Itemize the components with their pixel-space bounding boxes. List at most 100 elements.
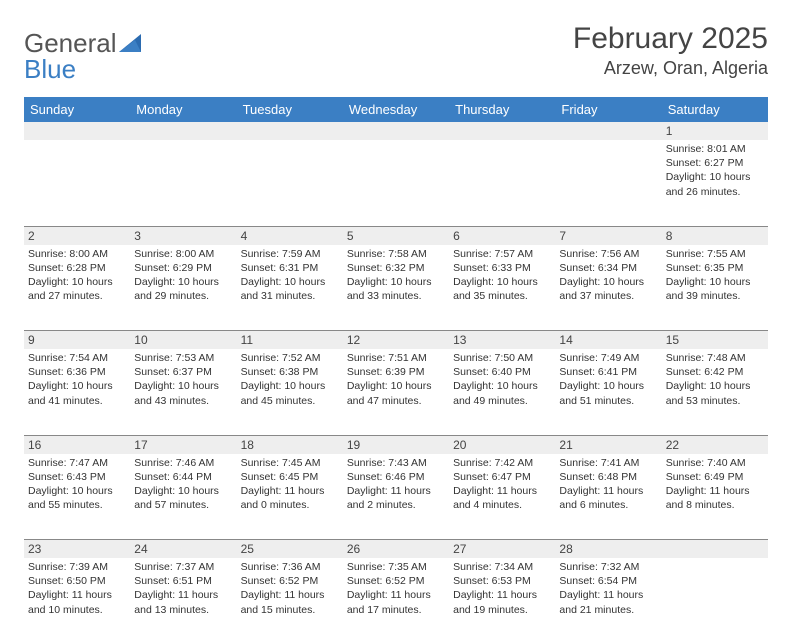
daylight-text-2: and 53 minutes.	[666, 394, 764, 408]
sunrise-text: Sunrise: 7:37 AM	[134, 560, 232, 574]
sunrise-text: Sunrise: 7:57 AM	[453, 247, 551, 261]
sunset-text: Sunset: 6:45 PM	[241, 470, 339, 484]
daylight-text-2: and 17 minutes.	[347, 603, 445, 617]
day-number-cell: 28	[555, 540, 661, 559]
logo-line2: Blue	[24, 54, 76, 85]
daylight-text-2: and 29 minutes.	[134, 289, 232, 303]
sunset-text: Sunset: 6:35 PM	[666, 261, 764, 275]
daylight-text-1: Daylight: 11 hours	[453, 588, 551, 602]
day-number-cell: 5	[343, 226, 449, 245]
sunrise-text: Sunrise: 7:58 AM	[347, 247, 445, 261]
day-number-cell: 20	[449, 435, 555, 454]
daylight-text-2: and 37 minutes.	[559, 289, 657, 303]
day-cell: Sunrise: 8:01 AMSunset: 6:27 PMDaylight:…	[662, 140, 768, 226]
sunrise-text: Sunrise: 7:32 AM	[559, 560, 657, 574]
sunset-text: Sunset: 6:48 PM	[559, 470, 657, 484]
daylight-text-1: Daylight: 10 hours	[134, 484, 232, 498]
sunrise-text: Sunrise: 7:40 AM	[666, 456, 764, 470]
sunset-text: Sunset: 6:44 PM	[134, 470, 232, 484]
sunrise-text: Sunrise: 8:01 AM	[666, 142, 764, 156]
daylight-text-2: and 57 minutes.	[134, 498, 232, 512]
sunset-text: Sunset: 6:42 PM	[666, 365, 764, 379]
header: General February 2025 Arzew, Oran, Alger…	[24, 22, 768, 79]
daylight-text-2: and 8 minutes.	[666, 498, 764, 512]
sunset-text: Sunset: 6:31 PM	[241, 261, 339, 275]
daylight-text-1: Daylight: 10 hours	[134, 275, 232, 289]
daylight-text-1: Daylight: 11 hours	[559, 588, 657, 602]
day-content-row: Sunrise: 7:54 AMSunset: 6:36 PMDaylight:…	[24, 349, 768, 435]
daylight-text-2: and 33 minutes.	[347, 289, 445, 303]
day-cell: Sunrise: 7:47 AMSunset: 6:43 PMDaylight:…	[24, 454, 130, 540]
sunrise-text: Sunrise: 7:41 AM	[559, 456, 657, 470]
daylight-text-1: Daylight: 11 hours	[347, 484, 445, 498]
daylight-text-1: Daylight: 11 hours	[559, 484, 657, 498]
sunset-text: Sunset: 6:51 PM	[134, 574, 232, 588]
day-number-cell: 18	[237, 435, 343, 454]
daylight-text-2: and 19 minutes.	[453, 603, 551, 617]
sunset-text: Sunset: 6:29 PM	[134, 261, 232, 275]
sunrise-text: Sunrise: 7:52 AM	[241, 351, 339, 365]
day-cell: Sunrise: 7:36 AMSunset: 6:52 PMDaylight:…	[237, 558, 343, 644]
daylight-text-2: and 41 minutes.	[28, 394, 126, 408]
sunrise-text: Sunrise: 7:43 AM	[347, 456, 445, 470]
weekday-header: Wednesday	[343, 97, 449, 122]
day-number-cell	[343, 122, 449, 140]
weekday-header: Thursday	[449, 97, 555, 122]
daylight-text-1: Daylight: 10 hours	[28, 379, 126, 393]
sunrise-text: Sunrise: 7:39 AM	[28, 560, 126, 574]
day-number-cell: 25	[237, 540, 343, 559]
day-cell	[237, 140, 343, 226]
day-number-cell: 26	[343, 540, 449, 559]
daylight-text-2: and 39 minutes.	[666, 289, 764, 303]
day-number-cell: 9	[24, 331, 130, 350]
day-cell	[24, 140, 130, 226]
daylight-text-1: Daylight: 11 hours	[241, 588, 339, 602]
day-cell: Sunrise: 7:59 AMSunset: 6:31 PMDaylight:…	[237, 245, 343, 331]
weekday-header: Saturday	[662, 97, 768, 122]
day-number-cell	[555, 122, 661, 140]
day-number-row: 1	[24, 122, 768, 140]
sunset-text: Sunset: 6:43 PM	[28, 470, 126, 484]
sunrise-text: Sunrise: 7:49 AM	[559, 351, 657, 365]
day-number-cell: 1	[662, 122, 768, 140]
sunrise-text: Sunrise: 7:55 AM	[666, 247, 764, 261]
sunrise-text: Sunrise: 7:35 AM	[347, 560, 445, 574]
daylight-text-1: Daylight: 10 hours	[241, 275, 339, 289]
daylight-text-1: Daylight: 10 hours	[453, 275, 551, 289]
day-cell: Sunrise: 7:40 AMSunset: 6:49 PMDaylight:…	[662, 454, 768, 540]
day-content-row: Sunrise: 7:39 AMSunset: 6:50 PMDaylight:…	[24, 558, 768, 644]
calendar-body: 1Sunrise: 8:01 AMSunset: 6:27 PMDaylight…	[24, 122, 768, 644]
daylight-text-1: Daylight: 10 hours	[134, 379, 232, 393]
sunrise-text: Sunrise: 8:00 AM	[134, 247, 232, 261]
day-number-cell: 4	[237, 226, 343, 245]
day-number-cell: 14	[555, 331, 661, 350]
sunset-text: Sunset: 6:49 PM	[666, 470, 764, 484]
daylight-text-2: and 6 minutes.	[559, 498, 657, 512]
calendar-head: Sunday Monday Tuesday Wednesday Thursday…	[24, 97, 768, 122]
day-number-cell: 19	[343, 435, 449, 454]
daylight-text-2: and 43 minutes.	[134, 394, 232, 408]
daylight-text-1: Daylight: 10 hours	[28, 275, 126, 289]
day-number-cell: 17	[130, 435, 236, 454]
day-cell: Sunrise: 7:49 AMSunset: 6:41 PMDaylight:…	[555, 349, 661, 435]
sunrise-text: Sunrise: 8:00 AM	[28, 247, 126, 261]
daylight-text-2: and 13 minutes.	[134, 603, 232, 617]
day-number-cell: 11	[237, 331, 343, 350]
daylight-text-1: Daylight: 11 hours	[241, 484, 339, 498]
day-cell: Sunrise: 7:48 AMSunset: 6:42 PMDaylight:…	[662, 349, 768, 435]
daylight-text-1: Daylight: 10 hours	[453, 379, 551, 393]
sunrise-text: Sunrise: 7:59 AM	[241, 247, 339, 261]
daylight-text-1: Daylight: 10 hours	[347, 379, 445, 393]
day-number-cell: 10	[130, 331, 236, 350]
day-cell: Sunrise: 8:00 AMSunset: 6:28 PMDaylight:…	[24, 245, 130, 331]
sunrise-text: Sunrise: 7:42 AM	[453, 456, 551, 470]
weekday-header: Monday	[130, 97, 236, 122]
weekday-header: Sunday	[24, 97, 130, 122]
day-cell: Sunrise: 7:53 AMSunset: 6:37 PMDaylight:…	[130, 349, 236, 435]
sunset-text: Sunset: 6:52 PM	[241, 574, 339, 588]
daylight-text-2: and 27 minutes.	[28, 289, 126, 303]
daylight-text-2: and 0 minutes.	[241, 498, 339, 512]
sunset-text: Sunset: 6:33 PM	[453, 261, 551, 275]
day-cell	[555, 140, 661, 226]
day-content-row: Sunrise: 8:01 AMSunset: 6:27 PMDaylight:…	[24, 140, 768, 226]
